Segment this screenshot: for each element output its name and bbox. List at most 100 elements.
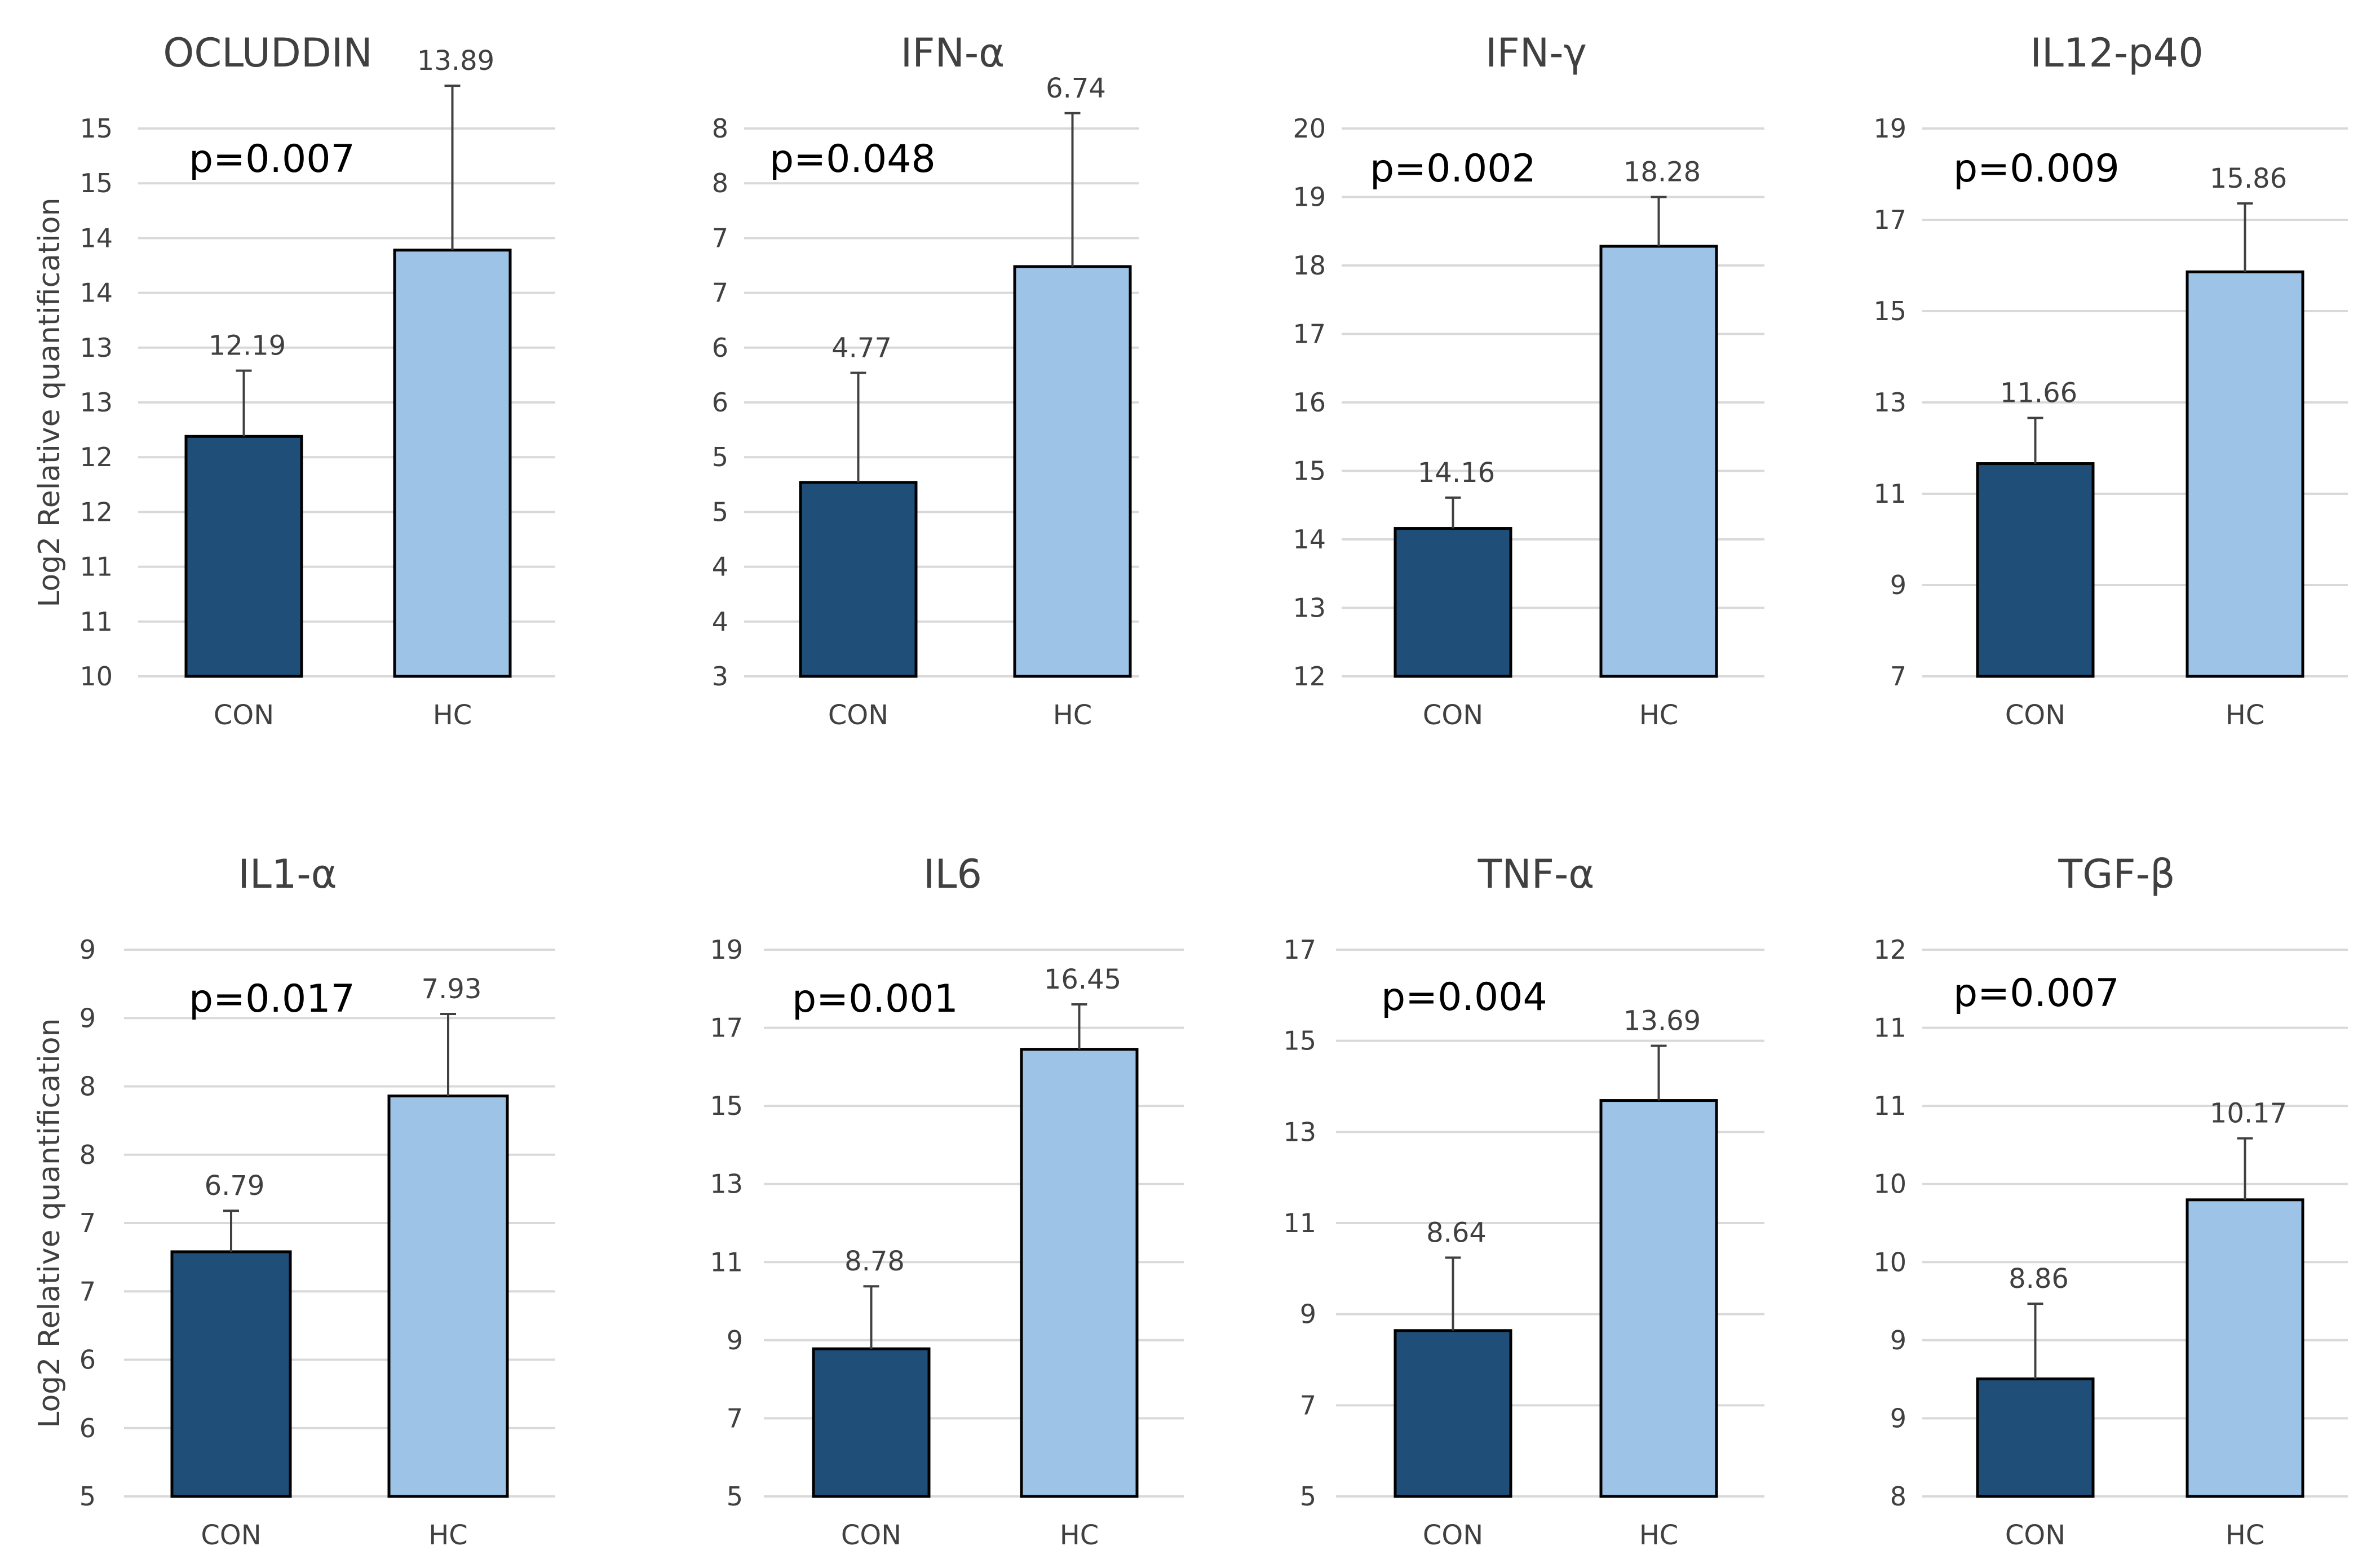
error-bar-hc: [1651, 1044, 1667, 1101]
error-bar-con: [236, 369, 252, 437]
p-value: p=0.004: [1381, 975, 1547, 1020]
bar-con: [1976, 1377, 2095, 1498]
y-tick-label: 17: [1293, 319, 1326, 349]
y-tick-label: 13: [1293, 593, 1326, 623]
y-tick-label: 9: [1890, 1325, 1906, 1356]
category-label-hc: HC: [1060, 1520, 1099, 1551]
chart-panel-3: IFN-γ 12 13 14 15 16 17 18 19 20 14.16 CON 18.28 HC p=…: [1293, 30, 1764, 731]
y-tick-label: 5: [1300, 1481, 1316, 1512]
p-value: p=0.007: [1953, 971, 2120, 1016]
category-label-hc: HC: [1053, 699, 1092, 731]
y-tick-label: 12: [1873, 934, 1906, 965]
error-bar-con: [850, 371, 866, 482]
chart-panel-5: IL1-α 5 6 6 7 7 8 8 9 9 6.79 CON 7.93 HC p=0.017 Log2 R…: [33, 851, 555, 1551]
y-tick-label: 8: [712, 113, 728, 144]
y-tick-label: 8: [1890, 1481, 1906, 1512]
y-tick-label: 7: [712, 278, 728, 308]
y-tick-label: 12: [79, 497, 113, 527]
category-label-con: CON: [1423, 1520, 1483, 1551]
y-tick-label: 13: [1283, 1117, 1316, 1147]
category-label-hc: HC: [1639, 699, 1679, 731]
data-label-hc: 15.86: [2210, 163, 2287, 194]
bar-hc: [2186, 1198, 2304, 1498]
category-label-con: CON: [841, 1520, 901, 1551]
data-label-con: 8.78: [844, 1246, 905, 1277]
data-label-con: 12.19: [209, 330, 286, 362]
chart-title: TNF-α: [1477, 851, 1595, 897]
bar-hc: [387, 1094, 509, 1498]
y-tick-label: 11: [710, 1247, 743, 1277]
y-tick-label: 10: [1873, 1247, 1906, 1277]
y-tick-label: 4: [712, 606, 728, 637]
y-tick-label: 11: [1873, 1091, 1906, 1121]
chart-panel-7: TNF-α 5 7 9 11 13 15 17 8.64 CON 13.69 HC p=0.004: [1283, 851, 1764, 1551]
error-bar-hc: [1071, 1003, 1087, 1049]
y-tick-label: 10: [79, 661, 113, 692]
y-tick-label: 15: [1283, 1026, 1316, 1056]
p-value: p=0.007: [189, 137, 355, 181]
data-label-hc: 10.17: [2210, 1098, 2287, 1130]
y-tick-label: 11: [1873, 479, 1906, 509]
error-bar-hc: [2237, 1137, 2253, 1200]
y-tick-label: 10: [1873, 1169, 1906, 1199]
y-tick-label: 19: [710, 934, 743, 965]
category-label-con: CON: [214, 699, 274, 731]
y-tick-label: 13: [79, 387, 113, 418]
bar-con: [1394, 1329, 1512, 1498]
data-label-con: 11.66: [2000, 378, 2077, 409]
y-tick-label: 7: [727, 1403, 743, 1433]
category-label-hc: HC: [428, 1520, 468, 1551]
y-tick-label: 13: [1873, 387, 1906, 418]
y-tick-label: 14: [79, 278, 113, 308]
y-tick-label: 18: [1293, 250, 1326, 281]
bar-con: [184, 435, 303, 678]
category-label-con: CON: [828, 699, 888, 731]
y-tick-label: 11: [79, 606, 113, 637]
error-bar-con: [223, 1210, 239, 1252]
y-tick-label: 19: [1873, 113, 1906, 144]
y-tick-label: 8: [79, 1071, 96, 1102]
y-tick-label: 4: [712, 552, 728, 582]
category-label-hc: HC: [1639, 1520, 1679, 1551]
bar-hc: [1013, 265, 1132, 678]
y-tick-label: 9: [1300, 1299, 1316, 1330]
y-tick-label: 6: [79, 1345, 96, 1375]
y-tick-label: 11: [79, 552, 113, 582]
y-tick-label: 20: [1293, 113, 1326, 144]
y-tick-label: 3: [712, 661, 728, 692]
chart-panel-4: IL12-p40 7 9 11 13 15 17 19 11.66 CON 15.86 HC p=0.0…: [1873, 30, 2348, 731]
bar-hc: [2186, 270, 2304, 678]
chart-title: IL6: [923, 851, 982, 897]
category-label-con: CON: [2005, 699, 2065, 731]
y-tick-label: 5: [712, 442, 728, 472]
chart-title: OCLUDDIN: [163, 30, 373, 76]
data-label-hc: 6.74: [1046, 73, 1106, 104]
y-tick-label: 5: [712, 497, 728, 527]
data-label-con: 14.16: [1418, 457, 1495, 489]
bar-hc: [393, 249, 512, 678]
error-bar-hc: [444, 85, 461, 250]
y-tick-label: 17: [1283, 934, 1316, 965]
error-bar-hc: [2237, 202, 2253, 272]
y-tick-label: 15: [79, 168, 113, 198]
error-bar-hc: [440, 1012, 456, 1096]
y-tick-label: 6: [712, 387, 728, 418]
y-tick-label: 15: [1293, 456, 1326, 486]
bar-hc: [1599, 1099, 1718, 1498]
data-label-hc: 16.45: [1044, 964, 1121, 995]
data-label-hc: 13.69: [1623, 1006, 1701, 1037]
y-tick-label: 7: [1300, 1390, 1316, 1420]
data-label-con: 8.86: [2009, 1263, 2069, 1295]
data-label-hc: 18.28: [1623, 157, 1701, 188]
y-axis-label: Log2 Relative quantification: [33, 1018, 67, 1428]
chart-panel-1: OCLUDDIN 10 11 11 12 12 13 13 14 14 15 15 12.19 CON 13…: [33, 30, 555, 731]
y-tick-label: 7: [79, 1276, 96, 1306]
y-tick-label: 6: [79, 1413, 96, 1443]
category-label-hc: HC: [433, 699, 472, 731]
chart-title: IFN-α: [901, 30, 1005, 76]
chart-panel-8: TGF-β 8 9 9 10 10 11 11 12 8.86 CON 10.17 HC p=0.007: [1873, 851, 2348, 1551]
p-value: p=0.009: [1953, 147, 2120, 191]
y-tick-label: 9: [727, 1325, 743, 1356]
y-tick-label: 8: [712, 168, 728, 198]
